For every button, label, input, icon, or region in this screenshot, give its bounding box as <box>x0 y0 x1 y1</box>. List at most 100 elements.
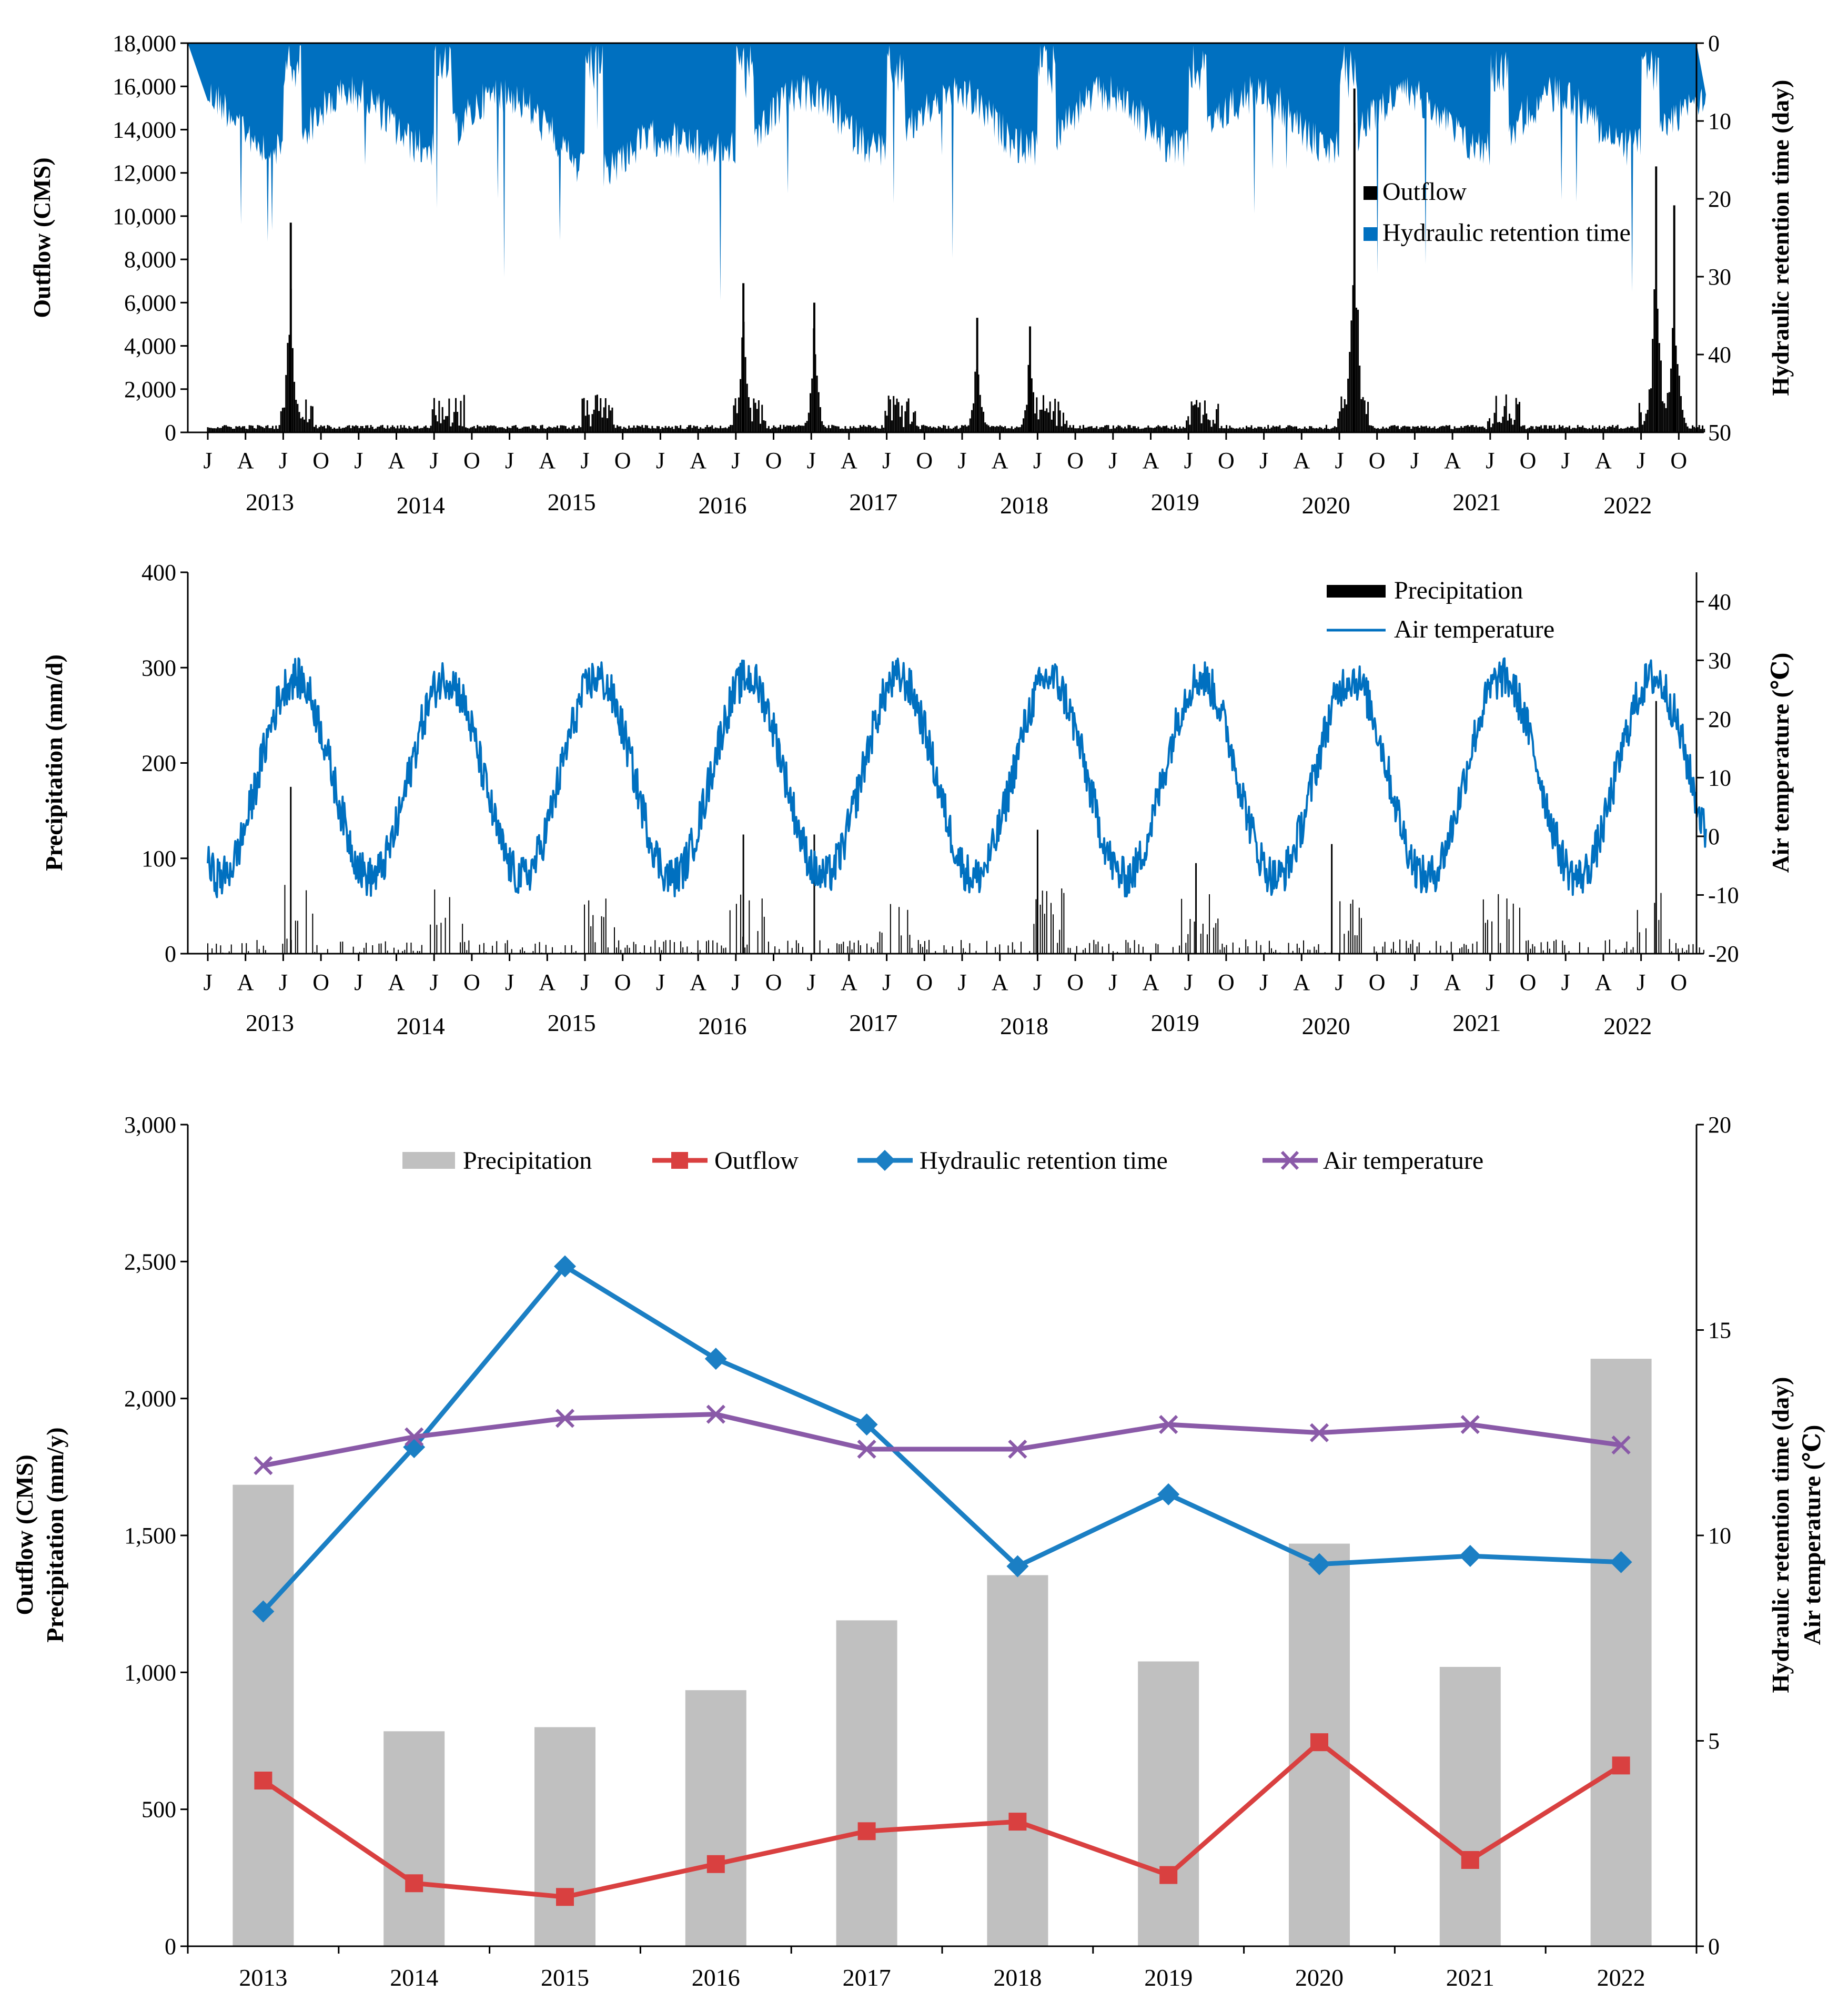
hydraulic-retention-time-marker <box>1459 1545 1481 1568</box>
outflow-marker <box>254 1771 272 1789</box>
x-month-label: O <box>1670 969 1687 995</box>
x-category-label: 2021 <box>1446 1964 1494 1991</box>
x-category-label: 2022 <box>1597 1964 1645 1991</box>
outflow-marker <box>1008 1813 1027 1831</box>
y-tick-label: 50 <box>1708 420 1731 446</box>
legend-label-outflow: Outflow <box>714 1147 799 1175</box>
x-month-label: O <box>1520 969 1537 995</box>
legend: Precipitation Air temperature <box>1327 577 1554 643</box>
x-month-label: O <box>1369 969 1386 995</box>
y-tick-label: 40 <box>1708 342 1731 368</box>
annual-line-series <box>252 1255 1632 1906</box>
x-month-label: J <box>1486 969 1494 995</box>
y-tick-label: 40 <box>1708 589 1731 615</box>
panel-annual-summary: 0 500 1,000 1,500 2,000 2,500 3,000 0 5 10 15 20 2… <box>11 1112 1825 1991</box>
x-year-label: 2014 <box>397 1013 445 1039</box>
air-temperature-line <box>262 1412 1622 1468</box>
x-month-label: J <box>957 969 966 995</box>
x-month-label: O <box>312 969 329 995</box>
hydraulic-retention-time-marker <box>855 1413 878 1436</box>
x-month-label: J <box>1335 969 1344 995</box>
outflow-marker <box>1612 1756 1630 1775</box>
x-category-label: 2018 <box>993 1964 1042 1991</box>
legend-marker-hrt <box>874 1150 895 1171</box>
y-tick-label: 10 <box>1708 1523 1731 1549</box>
plot-frame <box>187 42 1698 433</box>
x-year-label: 2019 <box>1151 1009 1199 1036</box>
panel-outflow-hrt: 0 2,000 4,000 6,000 8,000 10,000 12,000 14,000 1… <box>28 31 1794 519</box>
y-tick-label: 2,500 <box>124 1249 176 1275</box>
hydraulic-retention-time-marker <box>1006 1555 1029 1578</box>
y-tick-label: 20 <box>1708 186 1731 212</box>
x-month-label: O <box>1067 969 1084 995</box>
x-month-label: A <box>1595 448 1612 473</box>
hrt-area <box>188 43 1706 300</box>
x-month-label: A <box>1293 448 1310 473</box>
y-tick-label: 10,000 <box>113 204 176 229</box>
x-month-label: J <box>882 969 891 995</box>
hydraulic-retention-time-marker <box>1308 1553 1330 1575</box>
precip-annual-bar <box>534 1727 595 1946</box>
x-month-label: O <box>463 969 480 995</box>
hrt-area-series <box>188 43 1706 300</box>
x-year-label: 2018 <box>1000 492 1048 519</box>
y-tick-label: 15 <box>1708 1318 1731 1343</box>
precipitation-bar-series <box>207 701 1704 954</box>
right-axis-ticks: -20 -10 0 10 20 30 40 <box>1696 589 1739 967</box>
x-month-label: O <box>312 448 329 473</box>
x-month-label: J <box>1108 448 1117 473</box>
x-month-label: A <box>237 969 254 995</box>
x-year-label: 2020 <box>1302 1013 1350 1039</box>
air-temperature-marker <box>555 1409 575 1428</box>
legend: Precipitation Outflow Hydraulic retentio… <box>402 1147 1483 1175</box>
precip-annual-bar <box>1138 1661 1199 1946</box>
x-month-label: O <box>1218 448 1235 473</box>
x-month-label: J <box>505 448 514 473</box>
left-axis-ticks: 0 100 200 300 400 <box>142 560 188 967</box>
y-tick-label: 18,000 <box>113 31 176 56</box>
x-month-label: J <box>1033 969 1042 995</box>
legend-marker-airtemp <box>1280 1150 1299 1170</box>
x-month-label: J <box>354 448 363 473</box>
y-tick-label: 30 <box>1708 264 1731 290</box>
air-temperature-line <box>207 657 1707 898</box>
x-year-label: 2022 <box>1603 492 1652 519</box>
x-month-label: A <box>841 448 857 473</box>
outflow-marker <box>706 1855 725 1873</box>
air-temperature-marker <box>1460 1415 1480 1434</box>
y-tick-label: 0 <box>165 1934 176 1959</box>
y-tick-label: 10 <box>1708 765 1731 791</box>
y-tick-label: 4,000 <box>124 333 176 359</box>
x-month-label: J <box>1033 448 1042 473</box>
x-axis-category-ticks: 2013 2014 2015 2016 2017 2018 2019 2020 2021 2022 <box>187 1946 1698 1991</box>
outflow-marker <box>556 1888 574 1906</box>
air-temperature-marker <box>1611 1435 1631 1455</box>
x-month-label: J <box>279 969 288 995</box>
legend-label-airtemp: Air temperature <box>1323 1147 1483 1175</box>
x-month-label: A <box>237 448 254 473</box>
x-year-label: 2016 <box>698 492 746 519</box>
x-month-label: J <box>1410 448 1419 473</box>
x-month-label: O <box>765 969 782 995</box>
x-month-label: J <box>1410 969 1419 995</box>
x-month-label: A <box>992 448 1008 473</box>
x-month-label: J <box>807 448 816 473</box>
legend-label-outflow: Outflow <box>1382 178 1467 206</box>
x-month-label: J <box>203 969 212 995</box>
x-year-label: 2015 <box>548 1009 596 1036</box>
precip-annual-bar <box>1590 1359 1652 1946</box>
x-month-label: A <box>690 448 706 473</box>
y-tick-label: 10 <box>1708 108 1731 134</box>
x-month-label: J <box>957 448 966 473</box>
air-temperature-marker <box>1309 1423 1329 1442</box>
legend-label-precip: Precipitation <box>1394 577 1523 604</box>
x-month-label: J <box>656 448 665 473</box>
x-year-label: 2013 <box>246 489 294 515</box>
air-temperature-marker <box>857 1439 876 1459</box>
legend-swatch-precip <box>1327 585 1386 598</box>
x-month-label: J <box>203 448 212 473</box>
x-year-label: 2021 <box>1452 1009 1501 1036</box>
x-month-label: A <box>1595 969 1612 995</box>
air-temperature-marker <box>254 1456 273 1475</box>
